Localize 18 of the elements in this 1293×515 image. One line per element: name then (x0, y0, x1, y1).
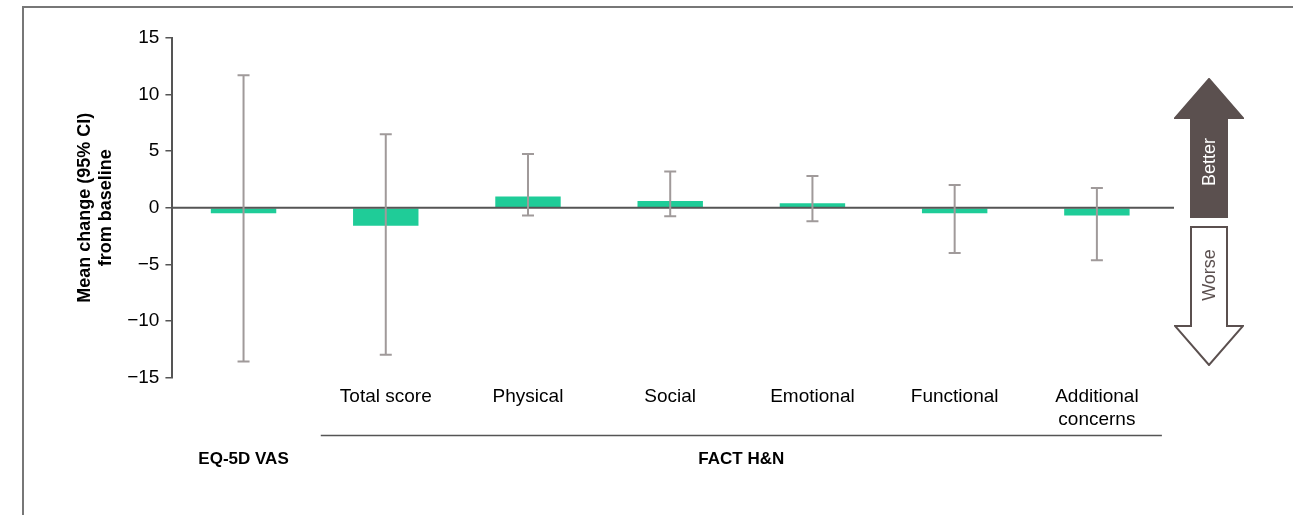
x-tick-label: Additional concerns (1055, 385, 1139, 429)
y-tick-label: −15 (127, 365, 160, 387)
text: Worse (1198, 249, 1220, 301)
x-tick-label: Functional (910, 385, 999, 407)
text: EQ-5D VAS (198, 449, 289, 469)
text: FACT H&N (698, 449, 785, 469)
x-tick-label: Physical (492, 385, 564, 407)
y-axis-title: Mean change (95% CI) from baseline (73, 112, 116, 303)
x-tick-label: Total score (339, 385, 432, 407)
y-tick-label: 0 (148, 195, 160, 217)
x-tick-label: Emotional (770, 385, 855, 407)
y-tick-label: 15 (138, 26, 160, 48)
x-tick-label: Social (644, 385, 697, 407)
y-tick-label: −10 (127, 309, 160, 331)
y-tick-label: −5 (137, 252, 160, 274)
text: Better (1198, 137, 1220, 187)
y-tick-label: 10 (138, 82, 160, 104)
y-tick-label: 5 (148, 139, 160, 161)
